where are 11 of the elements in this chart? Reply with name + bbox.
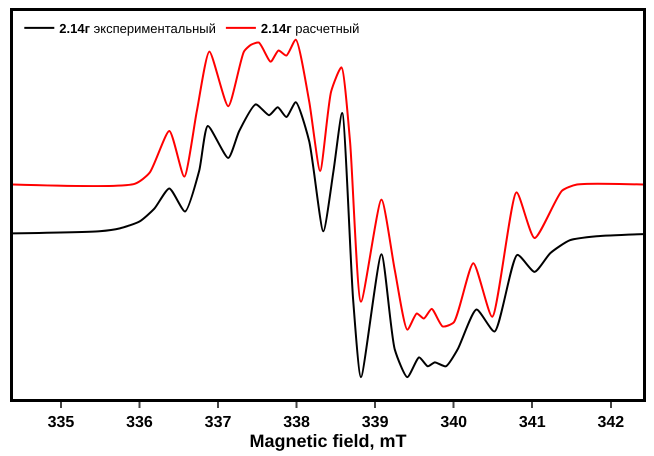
- x-tick-label: 339: [362, 414, 389, 431]
- x-tick-label: 337: [204, 414, 232, 431]
- x-tick-label: 342: [597, 414, 624, 431]
- x-tick-label: 335: [48, 414, 74, 431]
- x-tick-label: 340: [440, 414, 468, 431]
- x-tick-label: 341: [518, 414, 546, 431]
- x-tick-label: 336: [126, 414, 153, 431]
- x-tick-label: 338: [283, 414, 310, 431]
- x-axis-title: Magnetic field, mT: [249, 430, 407, 451]
- legend-label: 2.14г расчетный: [260, 20, 360, 36]
- legend-label: 2.14г экспериментальный: [59, 20, 216, 36]
